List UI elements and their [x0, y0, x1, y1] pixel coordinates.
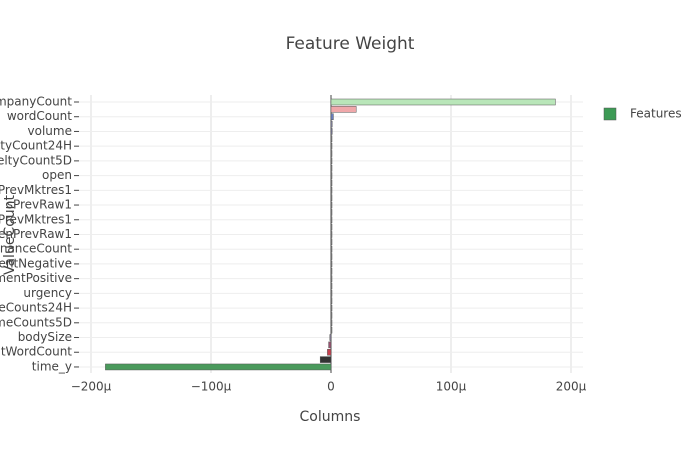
- bar: [330, 231, 333, 238]
- bar: [330, 135, 333, 143]
- bar: [330, 113, 334, 120]
- x-tick-label: 100μ: [436, 380, 467, 394]
- y-tick-label: entNegative: [0, 256, 72, 270]
- y-tick-label: sPrevRaw1: [7, 198, 72, 212]
- y-tick-label: urgency: [23, 286, 72, 300]
- bar: [330, 216, 333, 224]
- bar: [330, 201, 333, 209]
- bar: [330, 187, 333, 194]
- bar: [330, 209, 333, 216]
- y-axis-title: ValueCount: [2, 194, 18, 275]
- bar: [329, 334, 332, 341]
- x-tick-label: 0: [327, 380, 335, 394]
- y-tick-label: enPrevRaw1: [0, 227, 72, 241]
- bar: [327, 348, 332, 356]
- y-tick-label: PrevMktres1: [0, 212, 72, 226]
- y-tick-label: PrevMktres1: [0, 183, 72, 197]
- y-tick-label: open: [42, 168, 72, 182]
- bar: [330, 238, 333, 246]
- bar: [330, 326, 333, 334]
- bar: [330, 106, 357, 113]
- y-tick-label: meCounts5D: [0, 315, 72, 329]
- y-tick-label: mpanyCount: [0, 95, 72, 109]
- y-tick-label: eCounts24H: [0, 301, 72, 315]
- bar: [330, 268, 333, 275]
- bar: [330, 142, 333, 150]
- bar: [330, 260, 333, 268]
- y-tick-label: volume: [28, 124, 72, 138]
- y-tick-label: tWordCount: [1, 345, 72, 359]
- bar: [330, 245, 333, 253]
- bar: [105, 363, 332, 371]
- bar: [330, 275, 333, 282]
- legend-label: Features: [630, 107, 682, 121]
- bar: [330, 150, 333, 157]
- y-tick-label: eltyCount5D: [0, 153, 72, 167]
- bar: [330, 223, 333, 231]
- x-tick-label: −100μ: [191, 380, 232, 394]
- y-tick-label: wordCount: [7, 109, 72, 123]
- bar: [330, 282, 333, 290]
- x-tick-label: −200μ: [71, 380, 112, 394]
- y-tick-label: mentPositive: [0, 271, 72, 285]
- bar: [330, 98, 556, 106]
- bar: [330, 157, 333, 165]
- y-tick-label: time_y: [32, 359, 72, 373]
- chart-title: Feature Weight: [286, 34, 415, 54]
- bar: [330, 319, 333, 327]
- x-axis-title: Columns: [300, 409, 361, 425]
- bar: [328, 341, 332, 349]
- legend-swatch: [603, 107, 617, 121]
- bar: [330, 304, 333, 312]
- bar: [330, 297, 333, 304]
- y-tick-label: ltyCount24H: [0, 139, 72, 153]
- bar: [330, 172, 333, 179]
- y-tick-label: nanceCount: [0, 242, 72, 256]
- bar: [330, 253, 333, 260]
- bar: [330, 120, 333, 128]
- bar: [319, 356, 332, 363]
- bar: [330, 312, 333, 319]
- x-tick-label: 200μ: [556, 380, 587, 394]
- y-tick-label: bodySize: [18, 330, 72, 344]
- bar: [330, 164, 333, 172]
- bar: [330, 290, 333, 297]
- bar: [330, 194, 333, 201]
- bar: [330, 128, 333, 135]
- bar: [330, 179, 333, 187]
